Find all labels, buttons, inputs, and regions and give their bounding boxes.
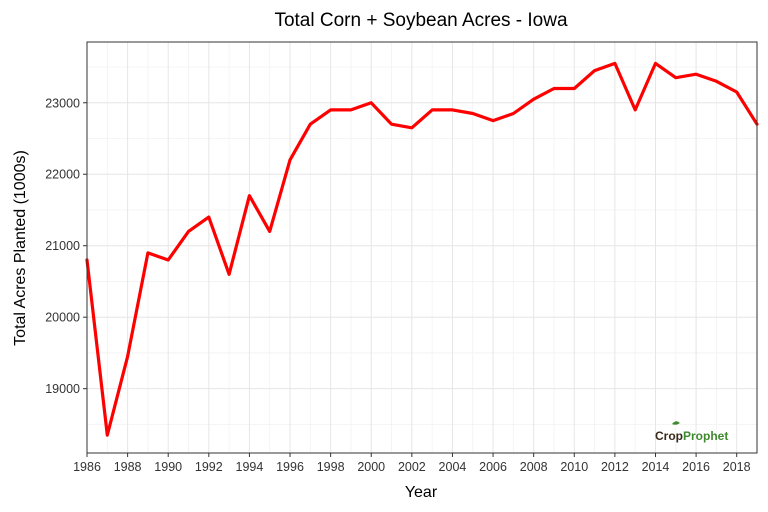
x-tick-label: 1998 — [317, 460, 345, 474]
svg-text:CropProphet: CropProphet — [655, 429, 728, 443]
series-layer — [85, 61, 759, 437]
cropprophet-logo: CropProphet — [655, 421, 728, 443]
x-tick-label: 1990 — [154, 460, 182, 474]
x-tick-label: 2004 — [439, 460, 467, 474]
x-tick-label: 2008 — [520, 460, 548, 474]
y-tick-label: 19000 — [45, 382, 80, 396]
y-tick-label: 23000 — [45, 96, 80, 110]
x-tick-label: 1988 — [114, 460, 142, 474]
chart-title: Total Corn + Soybean Acres - Iowa — [274, 10, 568, 31]
y-axis-title: Total Acres Planted (1000s) — [12, 150, 29, 346]
leaf-icon — [672, 421, 680, 425]
y-tick-label: 20000 — [45, 311, 80, 325]
logo-text-prophet: Prophet — [683, 429, 728, 443]
x-tick-label: 2000 — [357, 460, 385, 474]
x-tick-label: 1992 — [195, 460, 223, 474]
x-tick-label: 1996 — [276, 460, 304, 474]
x-tick-label: 2012 — [601, 460, 629, 474]
y-axis: 19000 20000 21000 22000 23000 — [45, 96, 87, 396]
y-tick-label: 21000 — [45, 239, 80, 253]
x-tick-label: 1994 — [236, 460, 264, 474]
x-tick-label: 2018 — [723, 460, 751, 474]
x-tick-label: 2002 — [398, 460, 426, 474]
plot-panel-border — [86, 41, 758, 454]
x-axis-title: Year — [405, 484, 438, 501]
logo-text-crop: Crop — [655, 429, 683, 443]
x-axis: 1986 1988 1990 1992 1994 1996 1998 2000 2002 2004… — [73, 453, 751, 474]
x-tick-label: 1986 — [73, 460, 101, 474]
x-tick-label: 2016 — [682, 460, 710, 474]
x-tick-label: 2010 — [560, 460, 588, 474]
series-line — [85, 61, 759, 437]
x-tick-label: 2014 — [642, 460, 670, 474]
y-tick-label: 22000 — [45, 168, 80, 182]
x-tick-label: 2006 — [479, 460, 507, 474]
grid — [86, 42, 758, 453]
